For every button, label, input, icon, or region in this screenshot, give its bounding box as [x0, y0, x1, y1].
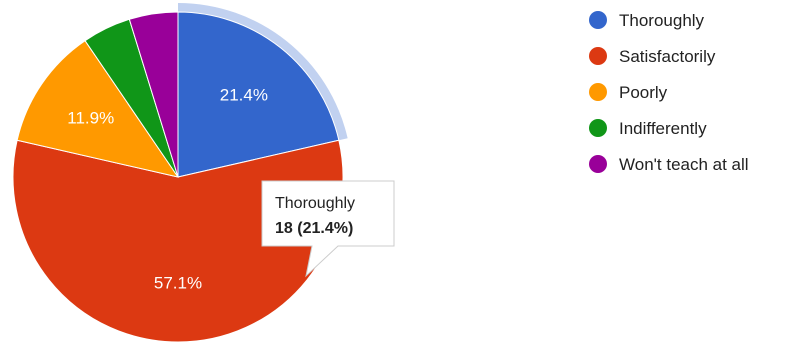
slice-label-satisfactorily: 57.1% [154, 274, 202, 293]
legend-item-won-t-teach-at-all[interactable]: Won't teach at all [589, 155, 749, 174]
legend-swatch-won-t-teach-at-all [589, 155, 607, 173]
pie-slice-poorly[interactable] [16, 39, 180, 178]
legend-label-satisfactorily: Satisfactorily [619, 47, 716, 66]
pie-slice-won-t-teach-at-all[interactable] [128, 11, 179, 178]
slice-label-poorly: 11.9% [67, 109, 114, 128]
pie [12, 3, 348, 343]
legend-item-thoroughly[interactable]: Thoroughly [589, 11, 705, 30]
tooltip-value: 18 (21.4%) [275, 220, 353, 237]
legend-item-poorly[interactable]: Poorly [589, 83, 668, 102]
legend: Thoroughly Satisfactorily Poorly Indifferen… [589, 11, 749, 174]
tooltip-box [261, 180, 395, 278]
legend-label-thoroughly: Thoroughly [619, 11, 705, 30]
legend-label-poorly: Poorly [619, 83, 668, 102]
pie-slice-thoroughly[interactable] [177, 11, 340, 178]
legend-swatch-poorly [589, 83, 607, 101]
legend-item-indifferently[interactable]: Indifferently [589, 119, 707, 138]
tooltip: Thoroughly 18 (21.4%) [261, 180, 395, 278]
legend-item-satisfactorily[interactable]: Satisfactorily [589, 47, 716, 66]
tooltip-title: Thoroughly [275, 195, 355, 212]
legend-swatch-thoroughly [589, 11, 607, 29]
legend-label-indifferently: Indifferently [619, 119, 707, 138]
legend-label-won-t-teach-at-all: Won't teach at all [619, 155, 749, 174]
slice-label-thoroughly: 21.4% [220, 85, 268, 104]
legend-swatch-indifferently [589, 119, 607, 137]
legend-swatch-satisfactorily [589, 47, 607, 65]
slice-highlight-thoroughly [178, 3, 348, 141]
slice-labels: 21.4% 57.1% 11.9% [67, 85, 268, 292]
